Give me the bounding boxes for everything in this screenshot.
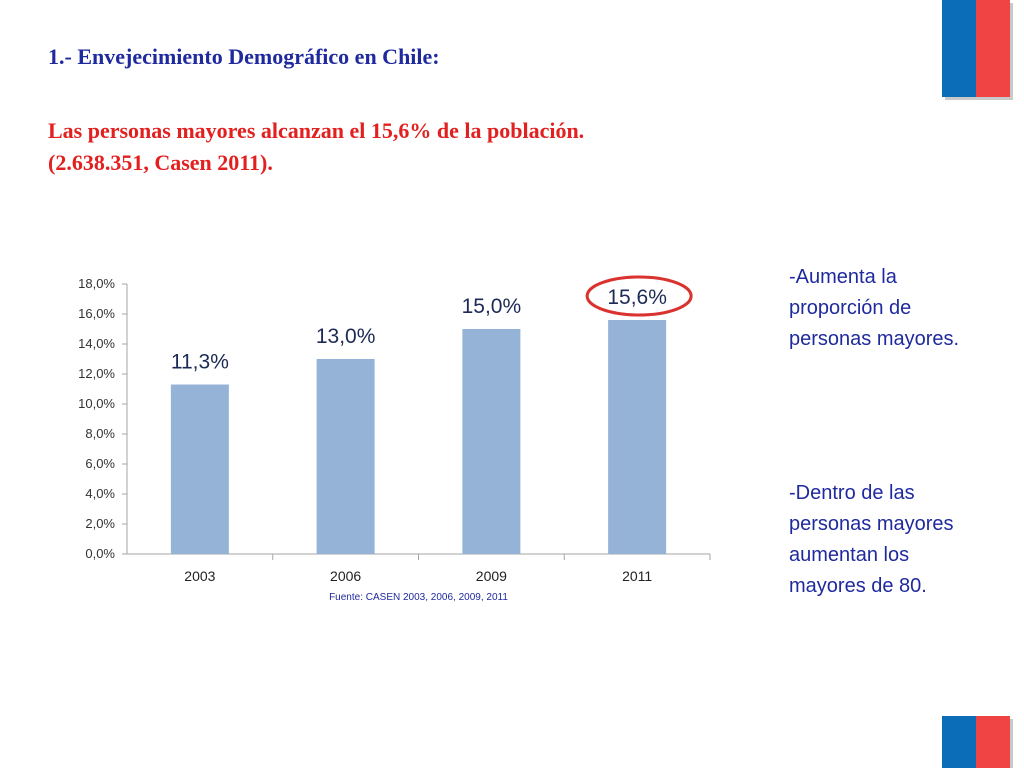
flag-decoration-top — [942, 0, 1010, 97]
side-note-proportion: -Aumenta la proporción de personas mayor… — [789, 266, 960, 350]
y-tick-label: 10,0% — [78, 396, 115, 411]
y-tick-label: 6,0% — [85, 456, 115, 471]
chart-source: Fuente: CASEN 2003, 2006, 2009, 2011 — [329, 592, 508, 603]
data-label-2009: 15,0% — [462, 295, 522, 318]
bar-2003 — [170, 384, 229, 554]
bar-2009 — [462, 329, 521, 554]
flag-red-stripe — [976, 716, 1010, 768]
y-tick-label: 14,0% — [78, 336, 115, 351]
flag-blue-stripe — [942, 0, 976, 97]
y-tick-label: 16,0% — [78, 306, 115, 321]
y-tick-label: 4,0% — [85, 486, 115, 501]
bar-2011 — [608, 320, 667, 554]
flag-decoration-bottom — [942, 716, 1010, 768]
flag-blue-stripe — [942, 716, 976, 768]
slide-title: 1.- Envejecimiento Demográfico en Chile: — [48, 44, 440, 69]
data-label-2006: 13,0% — [316, 325, 376, 348]
data-label-2003: 11,3% — [171, 351, 229, 374]
subtitle-line-1: Las personas mayores alcanzan el 15,6% d… — [48, 118, 585, 143]
x-category-label: 2011 — [622, 568, 652, 584]
highlight-circle — [585, 275, 693, 317]
bar-2006 — [316, 359, 375, 554]
y-tick-label: 8,0% — [85, 426, 115, 441]
flag-red-stripe — [976, 0, 1010, 97]
slide-subtitle: Las personas mayores alcanzan el 15,6% d… — [48, 115, 828, 179]
x-category-label: 2006 — [330, 568, 361, 584]
y-tick-label: 2,0% — [85, 516, 115, 531]
x-category-label: 2003 — [184, 568, 215, 584]
side-note-over-80: -Dentro de las personas mayores aumentan… — [789, 482, 954, 597]
y-tick-label: 18,0% — [78, 276, 115, 291]
x-category-label: 2009 — [476, 568, 507, 584]
subtitle-line-2: (2.638.351, Casen 2011). — [48, 150, 273, 175]
bar-chart: 0,0% 2,0% 4,0% 6,0% 8,0% 10,0% 12,0% 14,0% 16,0%… — [78, 275, 711, 603]
data-label-2011: 15,6% — [607, 286, 667, 309]
y-tick-label: 12,0% — [78, 366, 115, 381]
y-tick-label: 0,0% — [85, 546, 115, 561]
